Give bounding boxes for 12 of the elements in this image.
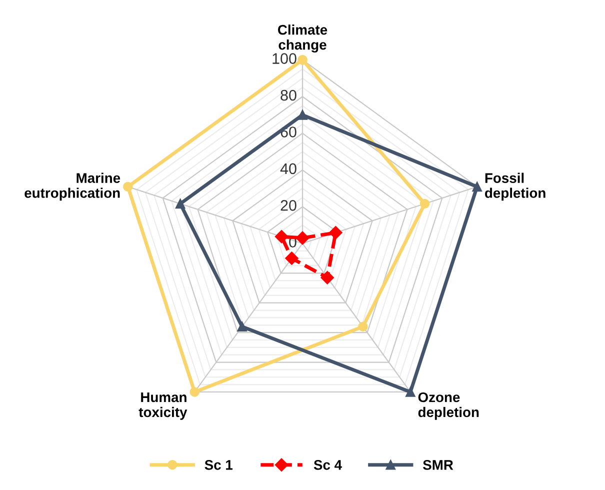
spoke-label: Fossil depletion (485, 172, 546, 201)
y-tick-label: 40 (280, 163, 296, 174)
legend-label: Sc 4 (314, 460, 342, 470)
legend-label: SMR (422, 460, 454, 470)
spoke-label: Human toxicity (138, 392, 188, 420)
legend-label: Sc 1 (204, 460, 233, 470)
spoke-label: Marine eutrophication (24, 172, 120, 201)
y-tick-label: 100 (272, 53, 296, 64)
y-tick-label: 20 (280, 200, 296, 211)
spoke-label: Climate change (278, 24, 328, 53)
y-tick-label: 80 (280, 90, 296, 101)
spoke-label: Ozone depletion (418, 392, 479, 420)
